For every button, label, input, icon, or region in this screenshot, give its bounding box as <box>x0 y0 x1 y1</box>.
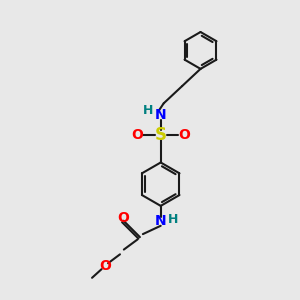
Text: H: H <box>143 104 153 117</box>
Text: N: N <box>155 108 167 122</box>
Text: O: O <box>117 212 129 225</box>
Text: N: N <box>155 214 167 228</box>
Text: O: O <box>99 259 111 273</box>
Text: H: H <box>167 213 178 226</box>
Text: S: S <box>155 126 167 144</box>
Text: O: O <box>178 128 190 142</box>
Text: O: O <box>132 128 143 142</box>
